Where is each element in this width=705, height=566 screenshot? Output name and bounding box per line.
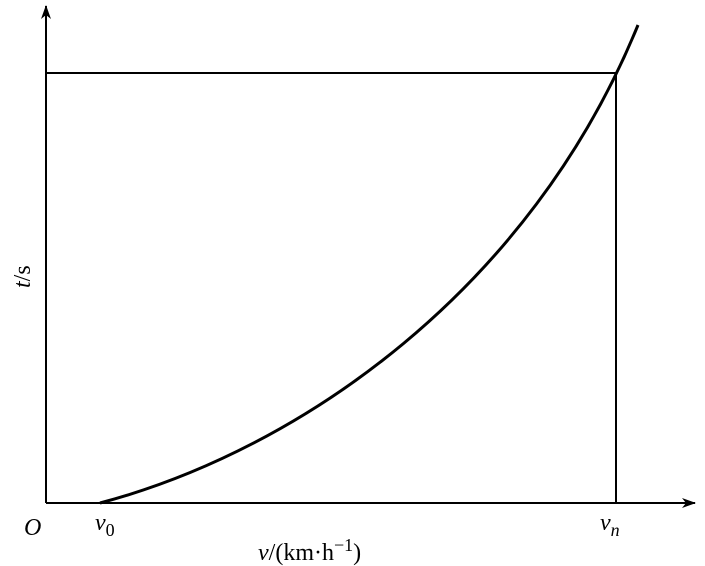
y-var: t bbox=[10, 280, 36, 288]
x-axis-label: v/(km·h−1) bbox=[258, 535, 361, 566]
y-unit: /s bbox=[10, 265, 36, 281]
x-close: ) bbox=[353, 540, 361, 566]
x-exp: −1 bbox=[334, 535, 353, 555]
end-sub: n bbox=[611, 520, 620, 540]
origin-label: O bbox=[24, 515, 41, 541]
x-var: v bbox=[258, 540, 269, 566]
start-sub: 0 bbox=[106, 520, 115, 540]
end-var: v bbox=[600, 510, 611, 536]
x-unit: /(km·h bbox=[269, 540, 334, 566]
curve bbox=[99, 24, 640, 505]
start-label: v0 bbox=[95, 510, 115, 540]
end-label: vn bbox=[600, 510, 620, 540]
start-var: v bbox=[95, 510, 106, 536]
y-axis-label: t/s bbox=[10, 265, 36, 288]
